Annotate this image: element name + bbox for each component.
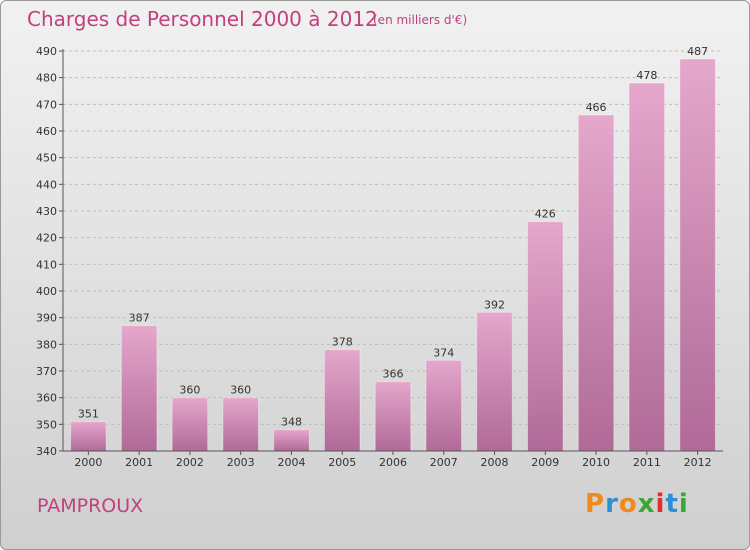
x-tick-label: 2010 [582,456,610,469]
x-tick-label: 2003 [227,456,255,469]
y-tick-label: 350 [36,418,57,431]
bar [375,381,411,451]
data-label: 478 [636,69,657,82]
y-tick-label: 400 [36,285,57,298]
y-tick-label: 360 [36,392,57,405]
bar [222,397,259,451]
y-tick-label: 380 [36,338,57,351]
bar [629,83,665,451]
data-label: 487 [687,45,708,58]
bar [70,421,107,451]
data-label: 366 [383,368,404,381]
data-label: 360 [179,384,200,397]
x-tick-label: 2008 [481,456,509,469]
data-label: 466 [586,101,607,114]
axes: 340 350 360 370 380 390 400 410 420 430 440 450 460 4… [36,45,723,469]
bar [121,325,157,451]
bar [679,59,716,451]
data-label: 378 [332,336,353,349]
logo-letter: i [678,489,689,519]
data-label: 351 [78,408,99,421]
x-tick-label: 2007 [430,456,458,469]
x-tick-label: 2000 [74,456,102,469]
x-tick-label: 2012 [684,456,712,469]
x-tick-label: 2001 [125,456,153,469]
data-label: 426 [535,208,556,221]
logo-letter: P [585,489,606,519]
x-tick-label: 2011 [633,456,661,469]
commune-name: PAMPROUX [37,495,144,517]
bar [527,221,564,451]
y-tick-label: 390 [36,312,57,325]
chart-subtitle: (en milliers d'€) [373,13,468,27]
bar [273,429,310,451]
proxiti-logo[interactable]: Proxiti [585,489,689,519]
data-label: 374 [433,346,454,359]
y-tick-label: 370 [36,365,57,378]
x-tick-label: 2006 [379,456,407,469]
logo-letter: i [655,489,666,519]
y-tick-label: 470 [36,98,57,111]
y-tick-label: 440 [36,178,57,191]
y-tick-label: 420 [36,232,57,245]
y-tick-label: 460 [36,125,57,138]
y-tick-label: 490 [36,45,57,58]
data-label: 387 [129,312,150,325]
bar [476,312,513,451]
y-tick-label: 450 [36,152,57,165]
y-tick-label: 480 [36,72,57,85]
x-tick-label: 2005 [328,456,356,469]
logo-letter: x [637,489,656,519]
bar [324,349,360,451]
y-tick-label: 410 [36,258,57,271]
data-label: 348 [281,416,302,429]
y-tick-label: 430 [36,205,57,218]
bars: 351 387 360 360 348 378 366 374 392 426 466 478 487 [70,45,716,452]
x-tick-label: 2009 [531,456,559,469]
logo-letter: o [618,489,638,519]
bar [172,397,208,451]
chart-title: Charges de Personnel 2000 à 2012 [27,7,378,31]
bar [578,115,614,451]
x-tick-label: 2004 [277,456,305,469]
y-tick-label: 340 [36,445,57,458]
logo-letter: r [605,489,619,519]
data-label: 392 [484,298,505,311]
x-tick-label: 2002 [176,456,204,469]
bar [426,360,462,451]
data-label: 360 [230,384,251,397]
logo-letter: t [665,489,679,519]
